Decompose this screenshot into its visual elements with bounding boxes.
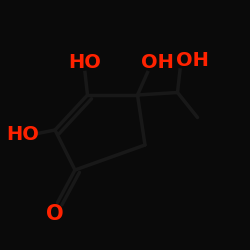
Text: OH: OH bbox=[141, 53, 174, 72]
Text: HO: HO bbox=[68, 53, 102, 72]
Text: OH: OH bbox=[176, 50, 209, 70]
Text: HO: HO bbox=[6, 126, 39, 144]
Text: O: O bbox=[46, 204, 64, 224]
